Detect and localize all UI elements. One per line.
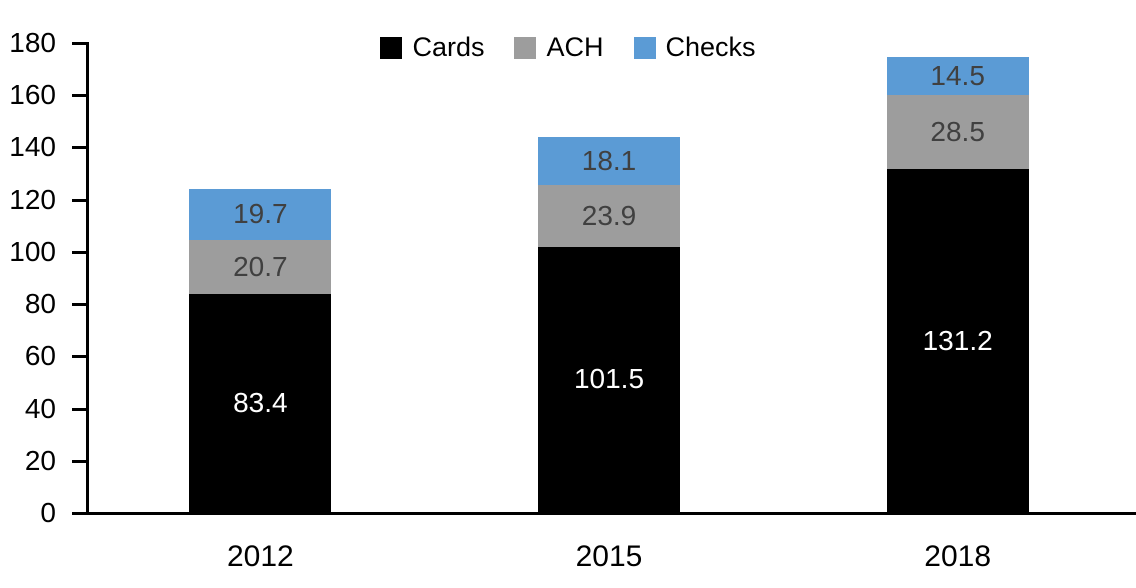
- data-label-ach: 20.7: [233, 251, 288, 283]
- x-tick-label-2012: 2012: [226, 540, 294, 573]
- data-label-cards: 83.4: [233, 387, 288, 419]
- legend-item-checks: Checks: [633, 32, 756, 62]
- y-axis-tick: [72, 355, 86, 359]
- legend-swatch-ach: [514, 36, 537, 59]
- x-axis-line: [86, 512, 1136, 515]
- bar-segment-ach: 28.5: [886, 95, 1029, 170]
- bar-segment-cards: 83.4: [189, 294, 332, 512]
- bar-segment-checks: 19.7: [189, 188, 332, 241]
- y-axis-tick: [72, 94, 86, 98]
- y-tick-label: 0: [40, 497, 56, 528]
- y-tick-label: 140: [9, 131, 56, 163]
- y-tick-label: 60: [24, 340, 56, 372]
- legend-label-checks: Checks: [665, 32, 756, 62]
- legend-swatch-checks: [633, 36, 656, 59]
- y-axis-tick: [72, 459, 86, 463]
- y-tick-label: 20: [24, 444, 56, 476]
- y-tick-label: 100: [9, 235, 56, 267]
- y-tick-label: 180: [9, 27, 56, 58]
- y-axis-tick: [72, 198, 86, 202]
- data-label-checks: 19.7: [233, 198, 288, 230]
- x-tick-label-2015: 2015: [575, 540, 643, 573]
- bar-segment-checks: 18.1: [538, 137, 680, 185]
- y-axis-tick: [72, 250, 86, 254]
- legend-item-cards: Cards: [380, 34, 484, 61]
- bar-segment-cards: 101.5: [538, 246, 680, 512]
- legend: Cards ACH Checks: [0, 34, 1136, 61]
- y-axis-tick: [72, 146, 86, 150]
- y-tick-label: 40: [24, 392, 56, 424]
- legend-label-ach: ACH: [546, 32, 604, 62]
- bar-2018: 14.5 28.5 131.2: [886, 57, 1029, 512]
- y-tick-label: 160: [9, 79, 56, 111]
- legend-swatch-cards: [380, 36, 403, 59]
- bar-segment-ach: 20.7: [189, 240, 332, 295]
- data-label-cards: 101.5: [573, 363, 645, 395]
- data-label-checks: 18.1: [581, 144, 637, 176]
- bar-2012: 19.7 20.7 83.4: [189, 188, 332, 512]
- y-axis-tick: [72, 512, 86, 515]
- y-axis-line: [86, 42, 89, 515]
- bar-2015: 18.1 23.9 101.5: [538, 137, 680, 512]
- legend-label-cards: Cards: [412, 32, 485, 62]
- y-tick-label: 120: [9, 183, 56, 215]
- data-label-cards: 131.2: [922, 324, 993, 356]
- y-axis-tick: [72, 303, 86, 307]
- data-label-checks: 14.5: [930, 60, 985, 92]
- data-label-ach: 28.5: [930, 116, 985, 148]
- data-label-ach: 23.9: [581, 199, 637, 231]
- legend-item-ach: ACH: [514, 32, 604, 62]
- y-axis-tick: [72, 42, 86, 45]
- y-axis-tick: [72, 407, 86, 411]
- bar-segment-ach: 23.9: [538, 184, 680, 247]
- y-tick-label: 80: [24, 288, 56, 320]
- x-tick-label-2018: 2018: [924, 540, 992, 573]
- bar-segment-checks: 14.5: [886, 57, 1029, 95]
- bar-segment-cards: 131.2: [886, 169, 1029, 512]
